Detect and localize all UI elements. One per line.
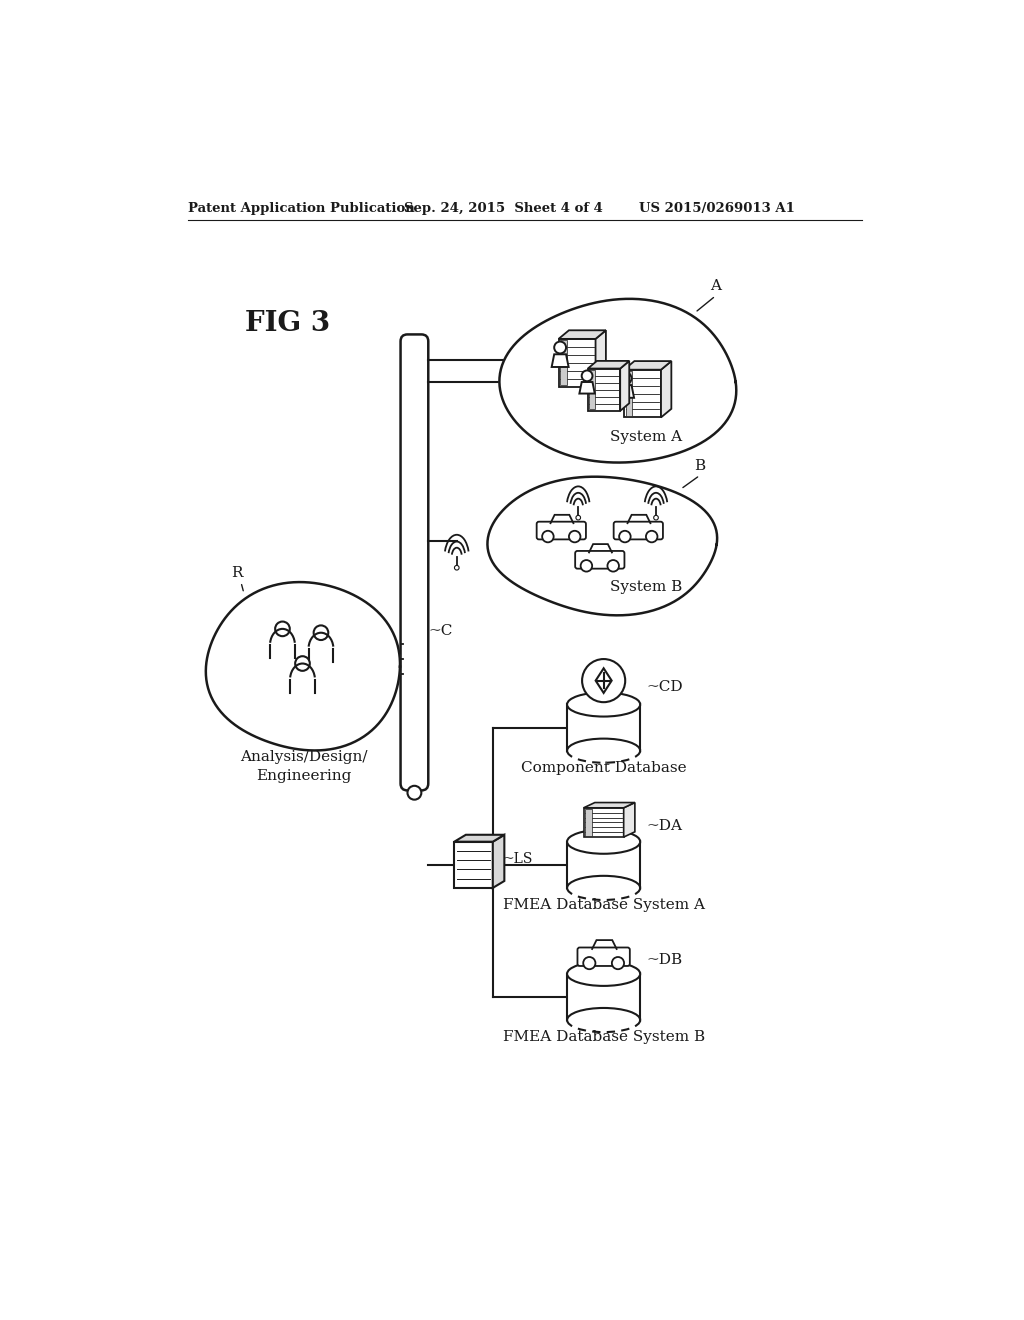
FancyBboxPatch shape: [578, 948, 630, 966]
FancyBboxPatch shape: [400, 334, 428, 791]
Polygon shape: [662, 362, 672, 417]
Polygon shape: [206, 582, 400, 751]
Bar: [626, 371, 632, 416]
Text: A: A: [711, 280, 721, 293]
Circle shape: [275, 622, 290, 636]
Polygon shape: [588, 360, 629, 368]
Circle shape: [607, 560, 618, 572]
Bar: [590, 370, 595, 409]
Circle shape: [582, 371, 593, 381]
Circle shape: [620, 531, 631, 543]
Circle shape: [646, 531, 657, 543]
Circle shape: [408, 785, 421, 800]
Polygon shape: [624, 803, 635, 837]
Bar: [584, 808, 624, 837]
Polygon shape: [487, 477, 717, 615]
Bar: [558, 339, 596, 387]
Text: R: R: [230, 566, 243, 581]
Text: ~C: ~C: [428, 624, 453, 638]
Polygon shape: [552, 354, 568, 367]
Text: Analysis/Design/
Engineering: Analysis/Design/ Engineering: [241, 750, 368, 784]
Bar: [567, 842, 640, 888]
Bar: [455, 842, 493, 888]
Circle shape: [653, 515, 658, 520]
Circle shape: [313, 626, 329, 640]
Circle shape: [582, 659, 626, 702]
Ellipse shape: [567, 693, 640, 717]
Polygon shape: [584, 803, 635, 808]
Bar: [567, 974, 640, 1020]
Text: US 2015/0269013 A1: US 2015/0269013 A1: [639, 202, 795, 215]
Text: ~CD: ~CD: [646, 680, 683, 694]
Circle shape: [584, 957, 595, 969]
Ellipse shape: [567, 962, 640, 986]
Text: ~DA: ~DA: [646, 820, 682, 833]
Text: Component Database: Component Database: [521, 760, 686, 775]
Text: FMEA Database System A: FMEA Database System A: [503, 898, 705, 912]
Polygon shape: [624, 362, 672, 370]
Text: FMEA Database System B: FMEA Database System B: [503, 1030, 705, 1044]
Bar: [585, 809, 592, 836]
Polygon shape: [558, 330, 606, 339]
Circle shape: [620, 372, 632, 384]
Ellipse shape: [567, 830, 640, 854]
Circle shape: [295, 656, 310, 671]
Text: B: B: [694, 459, 706, 473]
Polygon shape: [580, 381, 595, 393]
Circle shape: [612, 957, 624, 969]
Polygon shape: [596, 668, 611, 693]
Polygon shape: [621, 360, 629, 411]
Circle shape: [554, 342, 566, 354]
Bar: [624, 370, 662, 417]
Text: Patent Application Publication: Patent Application Publication: [188, 202, 415, 215]
Bar: [567, 705, 640, 751]
Text: ~DB: ~DB: [646, 953, 683, 968]
Circle shape: [542, 531, 554, 543]
Bar: [560, 341, 566, 385]
Text: System B: System B: [610, 579, 682, 594]
Bar: [588, 368, 621, 411]
Polygon shape: [455, 834, 505, 842]
Polygon shape: [617, 385, 634, 397]
Circle shape: [575, 515, 581, 520]
Polygon shape: [493, 834, 505, 888]
Circle shape: [455, 565, 459, 570]
Circle shape: [569, 531, 581, 543]
Polygon shape: [596, 330, 606, 387]
Text: System A: System A: [610, 430, 682, 445]
Text: ~LS: ~LS: [503, 851, 534, 866]
FancyBboxPatch shape: [575, 550, 625, 569]
Circle shape: [581, 560, 592, 572]
FancyBboxPatch shape: [613, 521, 663, 540]
Polygon shape: [500, 298, 736, 462]
FancyBboxPatch shape: [537, 521, 586, 540]
Text: FIG 3: FIG 3: [245, 310, 330, 338]
Text: Sep. 24, 2015  Sheet 4 of 4: Sep. 24, 2015 Sheet 4 of 4: [403, 202, 603, 215]
